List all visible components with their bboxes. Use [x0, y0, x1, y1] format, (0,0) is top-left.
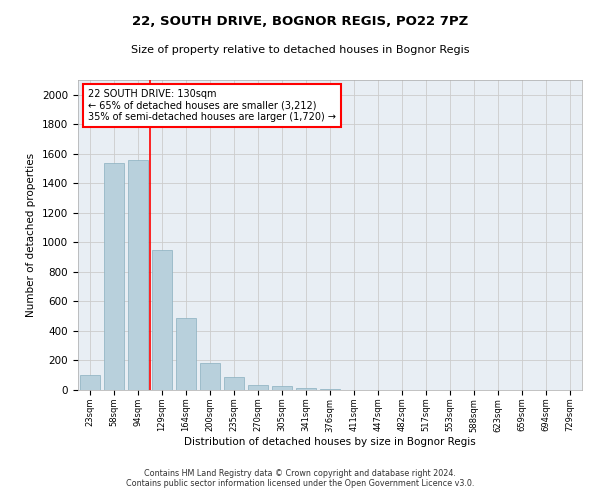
Bar [152, 250, 172, 390]
Bar [296, 388, 316, 390]
Bar [200, 364, 220, 390]
Bar [272, 386, 292, 390]
Bar [224, 378, 244, 390]
Bar [104, 164, 124, 390]
Text: Contains public sector information licensed under the Open Government Licence v3: Contains public sector information licen… [126, 478, 474, 488]
Bar [248, 385, 268, 390]
Bar [80, 374, 100, 390]
Text: Contains HM Land Registry data © Crown copyright and database right 2024.: Contains HM Land Registry data © Crown c… [144, 468, 456, 477]
X-axis label: Distribution of detached houses by size in Bognor Regis: Distribution of detached houses by size … [184, 437, 476, 447]
Text: Size of property relative to detached houses in Bognor Regis: Size of property relative to detached ho… [131, 45, 469, 55]
Bar [320, 388, 340, 390]
Bar [176, 318, 196, 390]
Bar [128, 160, 148, 390]
Text: 22 SOUTH DRIVE: 130sqm
← 65% of detached houses are smaller (3,212)
35% of semi-: 22 SOUTH DRIVE: 130sqm ← 65% of detached… [88, 90, 336, 122]
Text: 22, SOUTH DRIVE, BOGNOR REGIS, PO22 7PZ: 22, SOUTH DRIVE, BOGNOR REGIS, PO22 7PZ [132, 15, 468, 28]
Y-axis label: Number of detached properties: Number of detached properties [26, 153, 37, 317]
